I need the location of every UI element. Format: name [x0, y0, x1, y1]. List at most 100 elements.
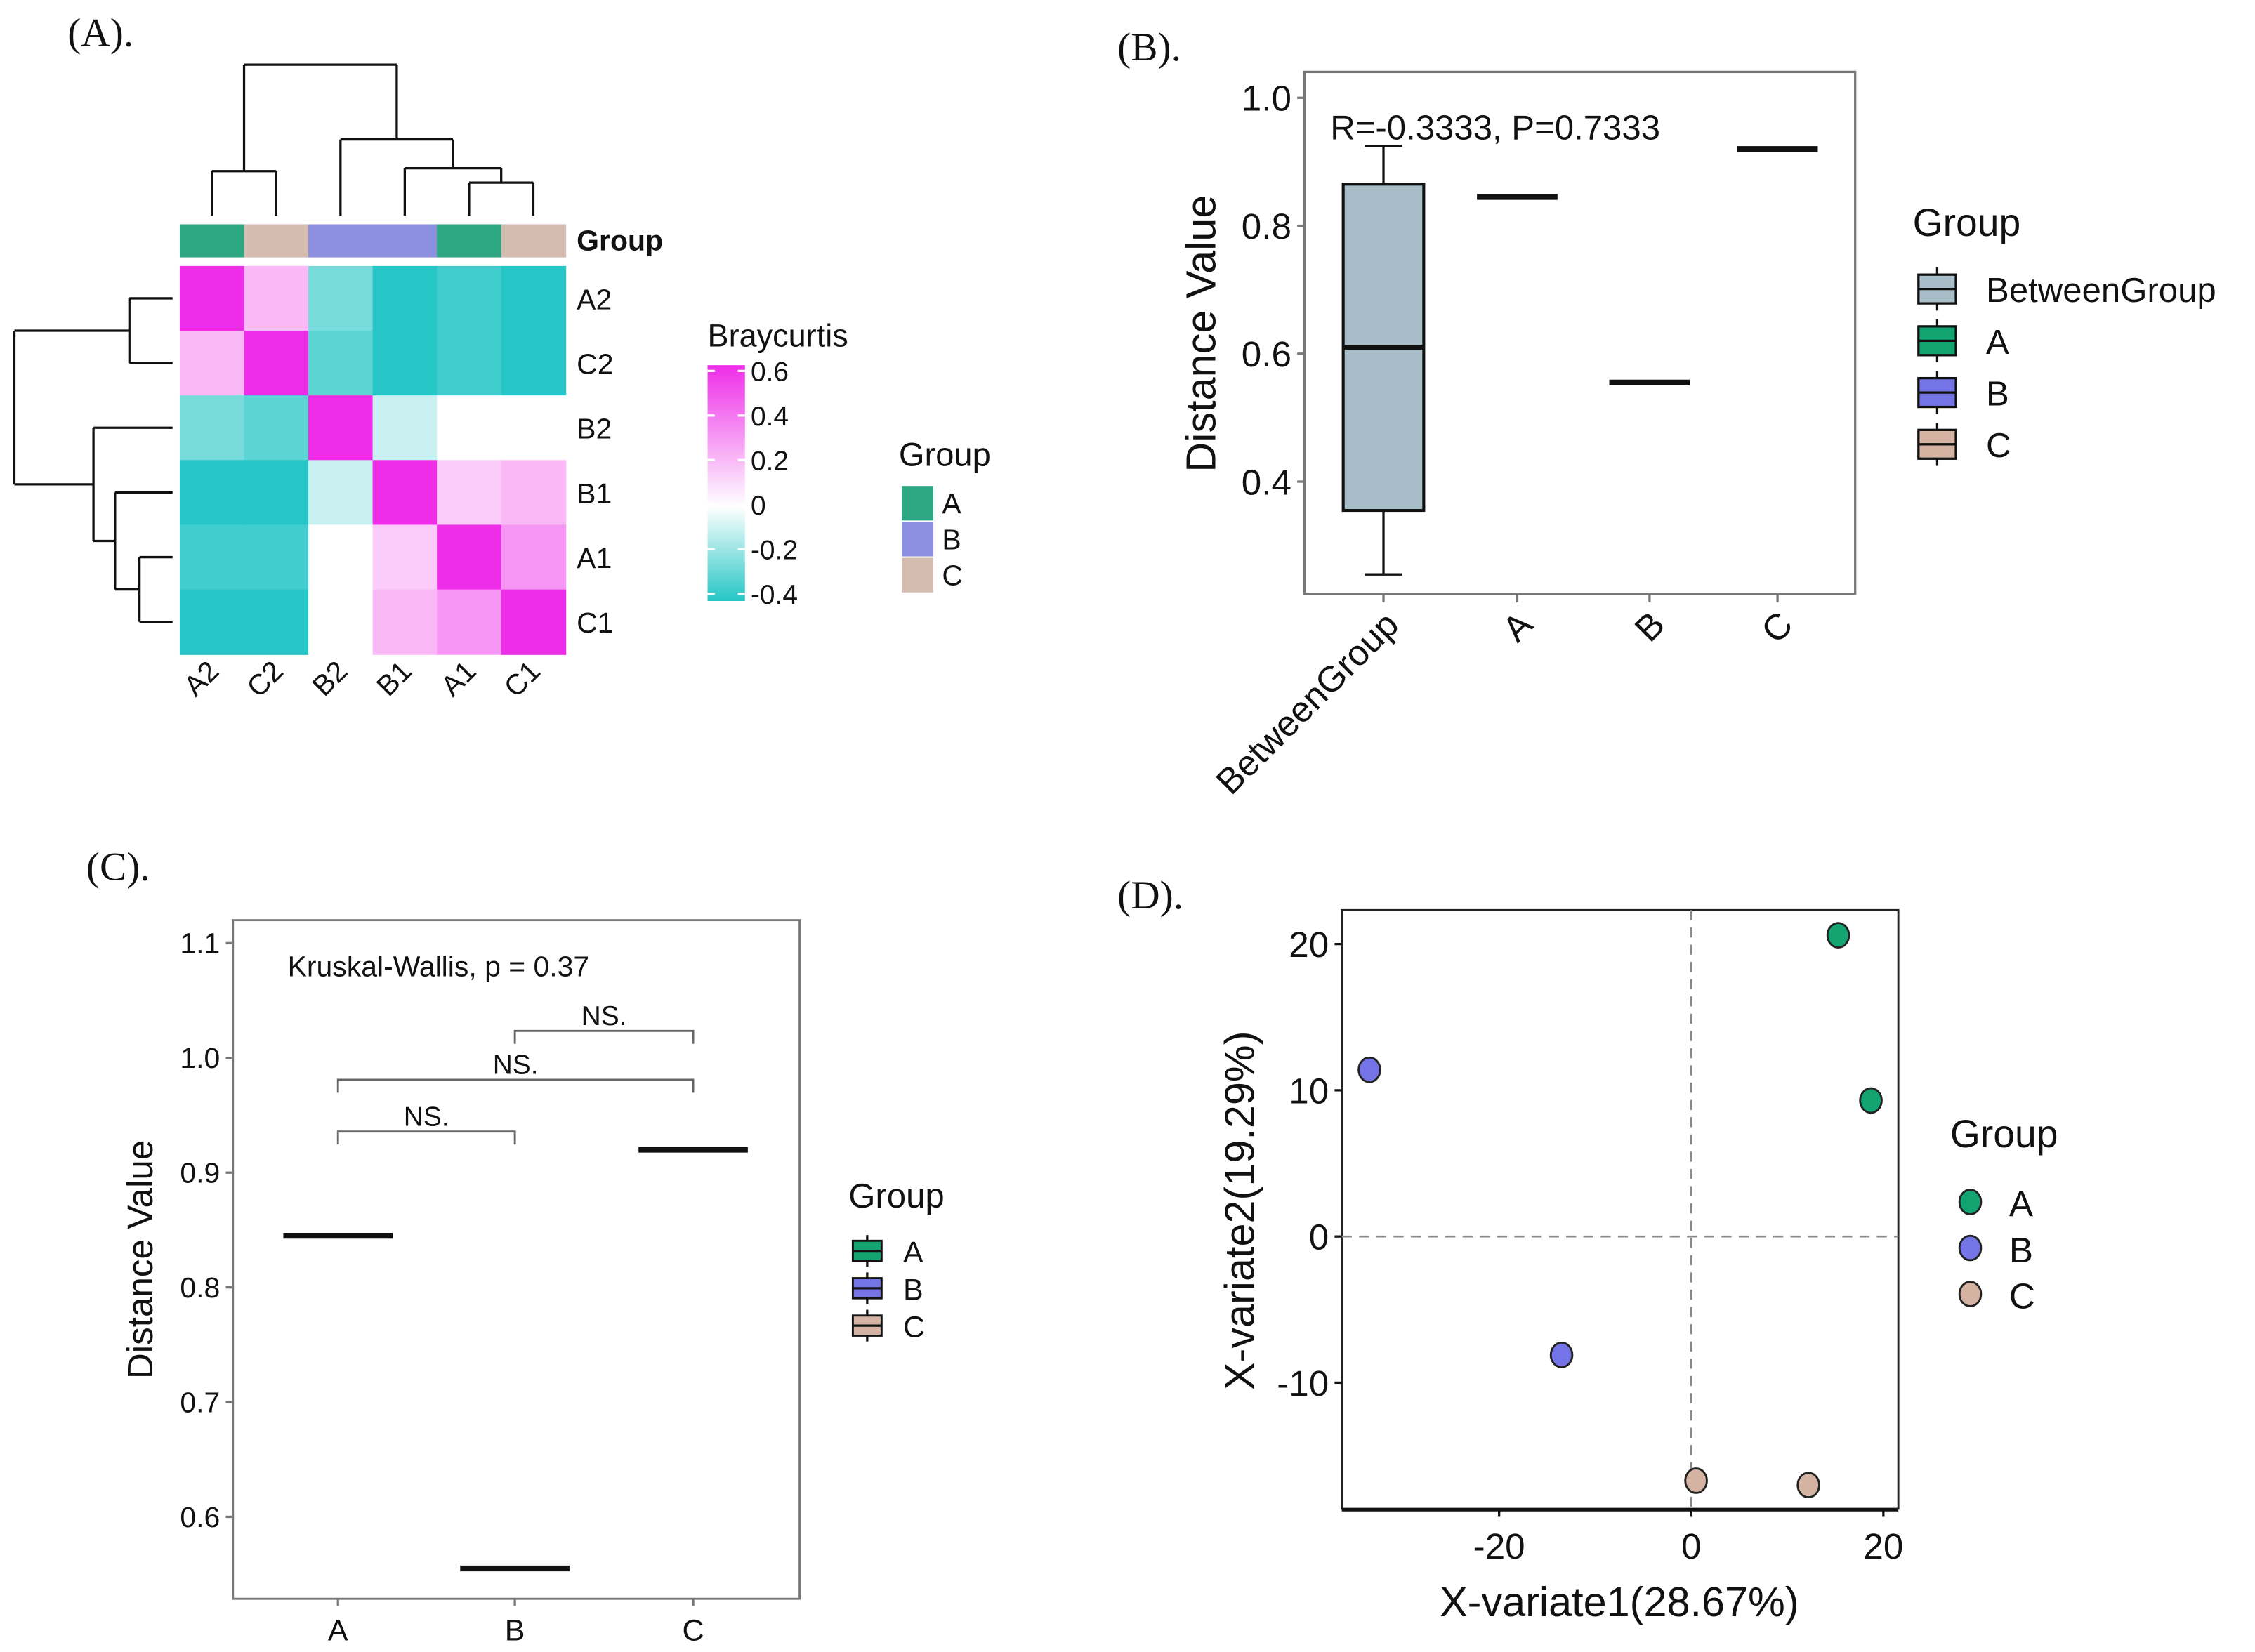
heatmap-cell — [372, 589, 438, 655]
heatmap-cell — [308, 460, 374, 526]
heatmap-cell — [244, 331, 310, 397]
legend-label: B — [1986, 376, 2009, 414]
heatmap-cell — [179, 395, 245, 461]
data-point-c — [1796, 1472, 1820, 1499]
x-tick-label: C — [683, 1614, 704, 1648]
legend-title: Group — [899, 436, 991, 473]
colorbar-title: Braycurtis — [708, 318, 848, 354]
legend-key-c — [901, 557, 934, 593]
heatmap-cell — [308, 395, 374, 461]
col-label: A2 — [177, 654, 225, 702]
stat-annotation: Kruskal-Wallis, p = 0.37 — [288, 950, 590, 982]
heatmap-cell — [501, 331, 567, 397]
plot-border — [1303, 70, 1857, 595]
y-tick-label: 0.6 — [180, 1501, 220, 1533]
heatmap-cell — [372, 524, 438, 590]
group-annotation-cell — [372, 224, 438, 258]
data-point-a — [1859, 1087, 1883, 1114]
y-tick-label: 0.8 — [1242, 206, 1291, 246]
colorbar — [707, 365, 745, 602]
significance-label: NS. — [493, 1050, 539, 1081]
y-tick-label: 0.7 — [180, 1386, 220, 1418]
legend-label: B — [942, 523, 961, 555]
scatter-panel-d: 20 10 0 -10 -20 0 20 X-variate1(28.67%) X-variat… — [1216, 908, 2058, 1625]
heatmap-cell — [501, 524, 567, 590]
legend-label: BetweenGroup — [1986, 272, 2216, 310]
legend-title: Group — [848, 1177, 945, 1215]
legend-key-b — [901, 522, 934, 557]
y-tick-label: 0 — [1309, 1217, 1329, 1257]
panel-label-c: (C). — [86, 845, 150, 889]
y-tick-label: -10 — [1277, 1363, 1329, 1403]
legend-label: C — [2009, 1276, 2035, 1316]
legend-label: C — [903, 1311, 925, 1344]
significance-label: NS. — [404, 1102, 449, 1132]
heatmap-cell — [372, 460, 438, 526]
y-axis-label: Distance Value — [120, 1140, 160, 1380]
plot-border — [232, 919, 801, 1600]
row-label: C2 — [577, 348, 613, 380]
heatmap-cell — [372, 395, 438, 461]
y-tick-label: 0.9 — [180, 1157, 220, 1189]
data-point-b — [1357, 1056, 1381, 1083]
significance-label: NS. — [581, 1001, 627, 1031]
x-tick-label: C — [1754, 604, 1800, 650]
colorbar-tick-label: 0.4 — [751, 402, 789, 432]
heatmap-cell — [244, 589, 310, 655]
heatmap-cell — [437, 589, 502, 655]
data-point-a — [1826, 922, 1850, 949]
panel-label-b: (B). — [1117, 25, 1181, 70]
colorbar-tick-label: -0.4 — [751, 580, 798, 610]
legend-key-a — [901, 486, 934, 521]
col-label: B1 — [370, 654, 418, 702]
group-annotation-cell — [244, 224, 310, 258]
col-label: B2 — [306, 654, 354, 702]
heatmap-cell — [244, 460, 310, 526]
row-label: A1 — [577, 542, 612, 574]
legend-label: B — [903, 1273, 923, 1307]
group-annotation-cell — [501, 224, 567, 258]
heatmap-cell — [179, 460, 245, 526]
plot-border — [1341, 908, 1900, 1510]
panel-label-d: (D). — [1117, 873, 1183, 918]
y-axis-label: X-variate2(19.29%) — [1216, 1031, 1263, 1391]
data-point-c — [1684, 1467, 1708, 1494]
y-tick-label: 1.0 — [1242, 79, 1291, 119]
heatmap-cell — [372, 265, 438, 332]
heatmap-cell — [437, 331, 502, 397]
y-tick-label: 10 — [1289, 1071, 1329, 1111]
significance-bracket — [336, 1078, 695, 1093]
x-tick-label: 0 — [1681, 1526, 1701, 1566]
col-label: C1 — [498, 654, 547, 703]
group-annotation-cell — [308, 224, 374, 258]
legend-title: Group — [1950, 1112, 2058, 1156]
legend-key-b — [1958, 1234, 1983, 1262]
heatmap-cell — [501, 589, 567, 655]
colorbar-tick-label: 0.2 — [751, 447, 789, 477]
group-annotation-cell — [179, 224, 245, 258]
legend-label: C — [942, 559, 963, 591]
x-tick-label: A — [328, 1614, 348, 1648]
legend-label: A — [942, 487, 961, 520]
x-tick-label: B — [505, 1614, 525, 1648]
heatmap-cell — [308, 524, 374, 590]
y-tick-label: 20 — [1289, 925, 1329, 965]
significance-bracket — [513, 1029, 695, 1044]
y-tick-label: 0.8 — [180, 1271, 220, 1304]
heatmap-cell — [244, 265, 310, 332]
y-tick-label: 1.1 — [180, 927, 220, 960]
col-label: A1 — [435, 654, 482, 702]
x-tick-label: -20 — [1473, 1526, 1525, 1566]
heatmap-cell — [501, 265, 567, 332]
heatmap-cell — [501, 395, 567, 461]
x-tick-label: A — [1494, 604, 1540, 649]
group-annotation-cell — [437, 224, 502, 258]
data-point-b — [1549, 1342, 1574, 1368]
legend-label: A — [2009, 1184, 2034, 1224]
stat-annotation: R=-0.3333, P=0.7333 — [1330, 110, 1660, 147]
row-label: B1 — [577, 477, 612, 510]
heatmap-cell — [179, 265, 245, 332]
colorbar-tick-label: 0 — [751, 491, 766, 521]
